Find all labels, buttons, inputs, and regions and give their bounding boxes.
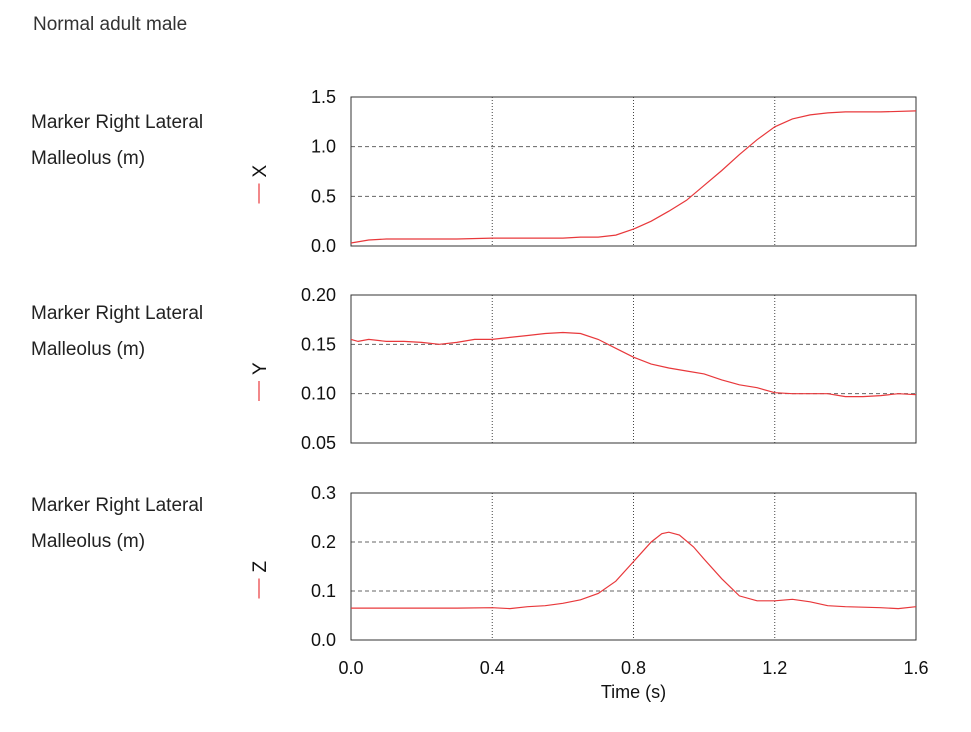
series-legend-y: Y bbox=[250, 362, 271, 401]
panel-label-y-line1: Marker Right Lateral bbox=[31, 303, 204, 324]
series-line-y bbox=[350, 331, 917, 398]
series-legend-x: X bbox=[250, 165, 271, 204]
legend-label: Y bbox=[250, 362, 271, 375]
y-tick-label: 0.0 bbox=[311, 630, 336, 650]
y-tick-label: 0.5 bbox=[311, 186, 336, 206]
x-tick-label: 0.0 bbox=[338, 658, 363, 678]
x-tick-label: 0.8 bbox=[621, 658, 646, 678]
panel-label-x-line1: Marker Right Lateral bbox=[31, 112, 204, 133]
plot-frame bbox=[350, 294, 917, 444]
y-tick-label: 1.5 bbox=[311, 87, 336, 107]
series-line-z bbox=[351, 531, 917, 610]
series-legend-z: Z bbox=[250, 561, 271, 599]
x-tick-label: 1.2 bbox=[762, 658, 787, 678]
panel-label-x-line2: Malleolus (m) bbox=[31, 148, 146, 169]
x-tick-label: 1.6 bbox=[903, 658, 928, 678]
panel-label-z-line2: Malleolus (m) bbox=[31, 531, 146, 552]
panel-2: 0.0 0.1 0.2 0.3 Z bbox=[250, 483, 917, 650]
x-axis-label: Time (s) bbox=[601, 682, 666, 702]
chart-title: Normal adult male bbox=[33, 14, 188, 35]
y-tick-label: 0.0 bbox=[311, 236, 336, 256]
y-tick-label: 0.2 bbox=[311, 532, 336, 552]
legend-label: X bbox=[250, 165, 271, 178]
y-tick-label: 1.0 bbox=[311, 137, 336, 157]
panel-0: 0.0 0.5 1.0 1.5 X bbox=[250, 87, 917, 256]
panel-label-y-line2: Malleolus (m) bbox=[31, 339, 146, 360]
panel-label-x: Marker Right Lateral Malleolus (m) bbox=[31, 105, 203, 177]
y-tick-label: 0.05 bbox=[301, 433, 336, 453]
y-tick-label: 0.20 bbox=[301, 285, 336, 305]
panel-label-z-line1: Marker Right Lateral bbox=[31, 495, 204, 516]
y-tick-label: 0.15 bbox=[301, 334, 336, 354]
panel-label-y: Marker Right Lateral Malleolus (m) bbox=[31, 296, 203, 368]
panel-label-z: Marker Right Lateral Malleolus (m) bbox=[31, 488, 203, 560]
series-line-x bbox=[350, 110, 917, 244]
y-tick-label: 0.1 bbox=[311, 581, 336, 601]
y-tick-label: 0.3 bbox=[311, 483, 336, 503]
x-tick-label: 0.4 bbox=[480, 658, 505, 678]
y-tick-label: 0.10 bbox=[301, 384, 336, 404]
legend-label: Z bbox=[250, 561, 271, 573]
plot-frame bbox=[350, 492, 917, 641]
panel-1: 0.05 0.10 0.15 0.20 Y bbox=[250, 285, 917, 453]
plot-frame bbox=[350, 96, 917, 247]
